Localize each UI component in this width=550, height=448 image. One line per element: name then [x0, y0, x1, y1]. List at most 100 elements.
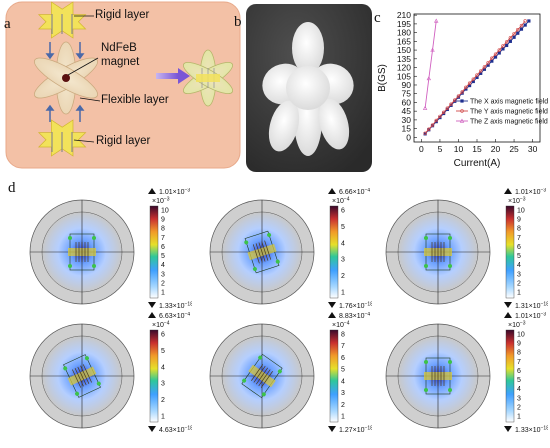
y-tick-label: 15 — [402, 124, 412, 134]
y-tick-label: 150 — [397, 45, 411, 55]
colorbar-scale: ×10−3 — [508, 197, 526, 206]
corner-node — [63, 366, 68, 371]
colorbar-tick: 3 — [161, 381, 165, 388]
corner-node — [92, 236, 96, 240]
legend-marker — [460, 109, 464, 113]
corner-node — [448, 264, 452, 268]
colorbar-tick: 4 — [161, 262, 165, 269]
series-2 — [423, 19, 527, 135]
y-tick-label: 45 — [402, 106, 412, 116]
colorbar-tick: 2 — [517, 280, 521, 287]
max-triangle-icon — [148, 312, 156, 318]
panel-b-photo — [246, 4, 372, 172]
simulation-plot: 6.66×10−4×10−4 6 5 4 3 2 1 1.76×10−18 — [209, 188, 373, 311]
rigid-layer-top — [37, 1, 87, 39]
colorbar-scale-exponent: −3 — [164, 197, 170, 203]
max-triangle-icon — [504, 188, 512, 194]
colorbar-min: 1.33×10−18 — [159, 302, 192, 311]
colorbar-scale-exponent: −4 — [344, 197, 350, 203]
colorbar-tick: 4 — [161, 364, 165, 371]
colorbar — [149, 329, 159, 423]
coil-line — [82, 364, 92, 383]
gripper-outline — [424, 233, 452, 271]
data-point — [475, 75, 479, 80]
colorbar-tick: 9 — [161, 217, 165, 224]
colorbar-tick: 8 — [517, 350, 521, 357]
field-simulation-3: 1.01×10−3 ×10−3 10 9 8 7 6 5 4 3 2 1 1.31×10−18 — [376, 188, 549, 316]
data-point — [516, 28, 520, 32]
simulation-plot: 1.01×10−3×10−3 10 9 8 7 6 5 4 3 2 1 1.33×10−18 — [385, 312, 549, 434]
simulation-plot: 1.01×10−3×10−3 10 9 8 7 6 5 4 3 2 1 1.33×10−18 — [29, 188, 193, 311]
data-point — [467, 83, 472, 88]
colorbar-tick: 3 — [341, 257, 345, 264]
colorbar-min: 1.76×10−18 — [339, 302, 372, 311]
simulation-plot: 6.63×10−4×10−4 6 5 4 3 2 1 4.63×10−18 — [29, 312, 193, 434]
corner-node — [258, 355, 263, 360]
colorbar-min: 1.31×10−18 — [515, 302, 548, 311]
colorbar-max-exponent: −3 — [541, 312, 547, 318]
y-tick-label: 120 — [397, 63, 411, 73]
colorbar-max-exponent: −4 — [365, 188, 371, 194]
colorbar — [149, 205, 159, 299]
x-tick-label: 5 — [438, 144, 443, 154]
data-point — [441, 110, 446, 115]
y-tick-label: 0 — [406, 132, 411, 142]
colorbar-tick: 4 — [341, 378, 345, 385]
colorbar-scale-exponent: −3 — [520, 321, 526, 327]
field-simulation-4: 6.63×10−4 ×10−4 6 5 4 3 2 1 4.63×10−18 — [20, 312, 193, 440]
colorbar-min-exponent: −18 — [541, 426, 549, 432]
coil-line — [258, 242, 266, 262]
field-simulation-2: 6.66×10−4 ×10−4 6 5 4 3 2 1 1.76×10−18 — [200, 188, 373, 316]
legend-marker — [459, 118, 465, 123]
y-tick-label: 60 — [402, 97, 412, 107]
y-tick-label: 210 — [397, 10, 411, 20]
x-tick-label: 10 — [454, 144, 464, 154]
colorbar-scale: ×10−4 — [152, 321, 170, 330]
colorbar-scale: ×10−4 — [332, 197, 350, 206]
min-triangle-icon — [148, 302, 156, 308]
corner-node — [277, 369, 282, 374]
data-point — [504, 40, 509, 44]
y-axis-label: B(GS) — [377, 64, 388, 92]
colorbar-scale-exponent: −4 — [344, 321, 350, 327]
data-point — [486, 61, 490, 65]
colorbar-tick: 3 — [161, 271, 165, 278]
colorbar-max: 6.63×10−4 — [159, 312, 190, 320]
coil-line — [258, 369, 271, 387]
colorbar-max-exponent: −4 — [185, 312, 191, 318]
colorbar-tick: 5 — [341, 367, 345, 374]
data-point — [464, 85, 468, 90]
y-tick-label: 180 — [397, 28, 411, 38]
corner-node — [424, 388, 428, 392]
data-point — [523, 19, 527, 23]
data-point — [471, 77, 475, 81]
panel-b: b — [234, 4, 372, 172]
colorbar — [505, 205, 515, 299]
data-point — [482, 67, 487, 71]
colorbar-tick: 3 — [517, 271, 521, 278]
corner-node — [448, 388, 452, 392]
data-point — [490, 56, 494, 60]
colorbar-tick: 1 — [517, 414, 521, 421]
colorbar-tick: 5 — [161, 348, 165, 355]
legend-label: The Z axis magnetic field — [470, 119, 548, 126]
corner-node — [448, 360, 452, 364]
x-tick-label: 0 — [419, 144, 424, 154]
legend-label: The X axis magnetic field — [470, 99, 548, 106]
corner-node — [424, 236, 428, 240]
data-point — [497, 51, 501, 55]
corner-node — [448, 236, 452, 240]
field-simulation-6: 1.01×10−3 ×10−3 10 9 8 7 6 5 4 3 2 1 1.33×10−18 — [376, 312, 549, 440]
data-point — [460, 90, 464, 94]
corner-node — [92, 264, 96, 268]
y-tick-label: 75 — [402, 89, 412, 99]
ndfeb-magnet-dot — [62, 74, 70, 82]
corner-node — [244, 240, 249, 245]
y-tick-label: 90 — [402, 80, 412, 90]
panel-c: c 0 15 30 45 60 75 90 105 120 135 150 165 180 195 210 0… — [372, 0, 550, 180]
colorbar — [329, 329, 339, 423]
chart-legend: The X axis magnetic field The Y axis magn… — [456, 99, 548, 126]
colorbar-tick: 10 — [161, 208, 169, 215]
